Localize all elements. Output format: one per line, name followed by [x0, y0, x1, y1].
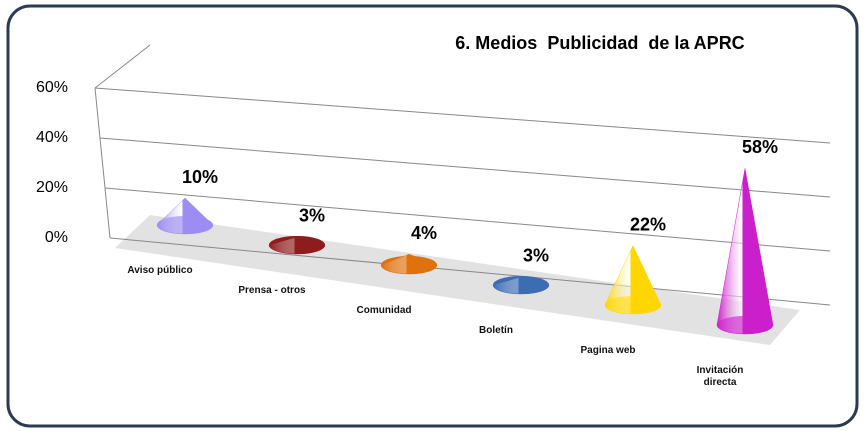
y-tick-label: 40% [36, 129, 68, 146]
cone [716, 168, 774, 335]
value-label: 4% [411, 223, 437, 243]
chart-title: 6. Medios Publicidad de la APRC [455, 33, 744, 53]
x-tick-label: Invitación directa [696, 365, 744, 388]
axis-line [94, 87, 111, 239]
y-tick-label: 0% [45, 229, 68, 246]
grid-line [109, 237, 831, 306]
value-label: 10% [182, 167, 218, 187]
cone [268, 236, 326, 255]
grid-line [94, 87, 831, 144]
wall-edge [94, 44, 151, 89]
cone [604, 245, 662, 315]
x-tick-label: Prensa - otros [238, 285, 306, 296]
value-label: 58% [742, 137, 778, 157]
y-tick-label: 60% [36, 79, 68, 96]
value-label: 3% [299, 206, 325, 226]
cone [492, 276, 550, 295]
cone [380, 253, 438, 275]
y-tick-label: 20% [36, 179, 68, 196]
grid-line [104, 187, 831, 252]
x-tick-label: Comunidad [356, 305, 412, 316]
value-label: 3% [523, 246, 549, 266]
grid-line [99, 137, 831, 198]
x-tick-label: Pagina web [580, 345, 636, 356]
cone [156, 197, 214, 235]
x-tick-label: Boletín [479, 325, 513, 336]
value-label: 22% [630, 214, 666, 234]
x-tick-label: Aviso público [127, 265, 193, 276]
